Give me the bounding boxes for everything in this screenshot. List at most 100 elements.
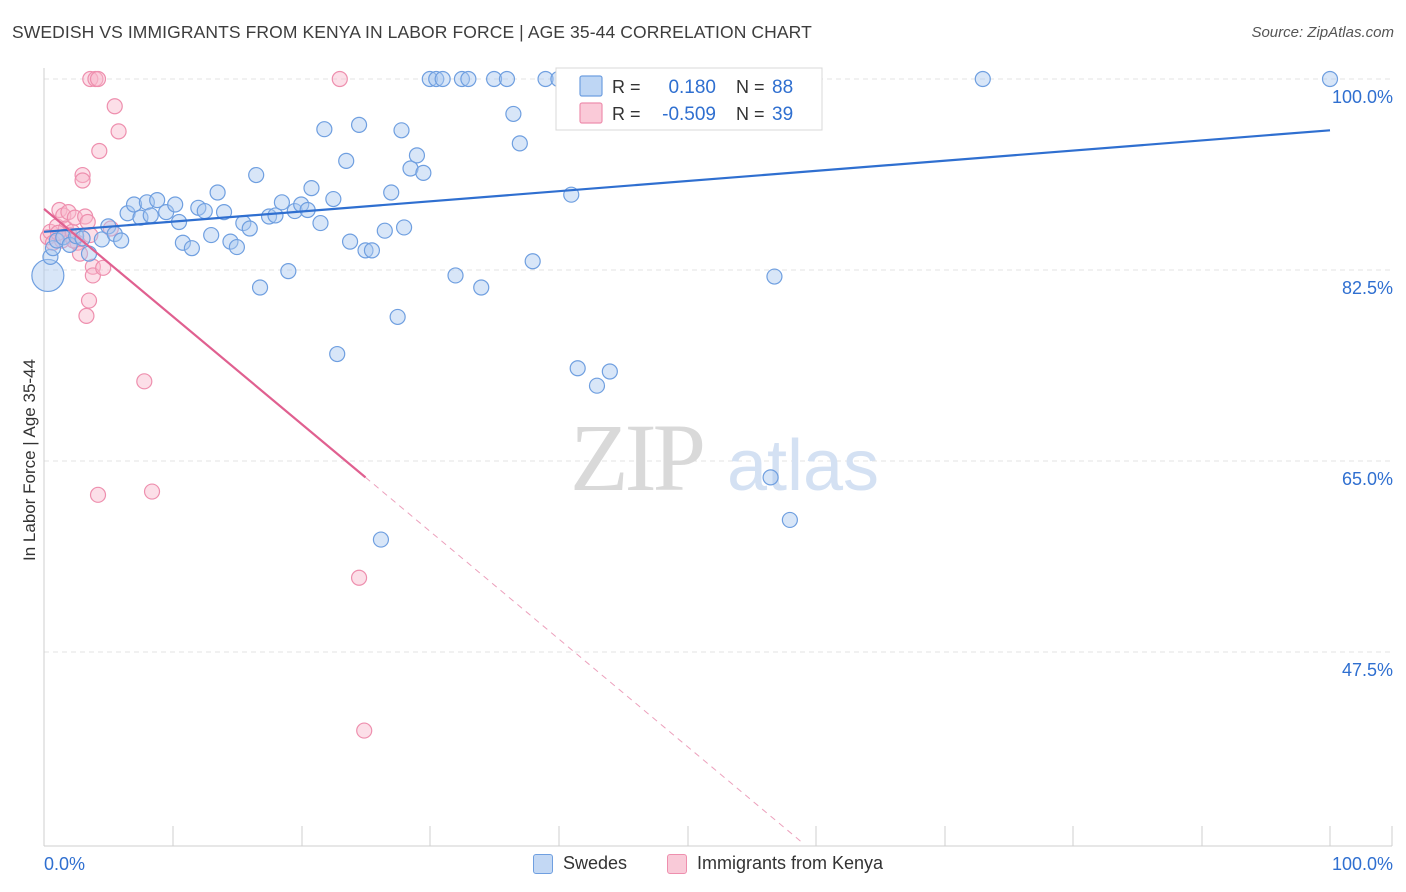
swedes-point xyxy=(138,194,155,211)
swedes-point xyxy=(408,147,426,164)
kenya-points xyxy=(39,70,373,739)
swedes-point xyxy=(357,242,374,259)
kenya-point xyxy=(331,70,348,88)
swedes-point xyxy=(383,184,400,201)
swedes-point xyxy=(524,253,541,270)
legend-n-label-swedes: N = xyxy=(736,77,765,97)
swedes-point xyxy=(393,122,410,139)
kenya-point xyxy=(79,213,96,231)
swedes-point xyxy=(350,116,368,133)
kenya-trend-extension xyxy=(365,476,804,844)
swedes-point xyxy=(174,234,191,251)
kenya-point xyxy=(350,569,368,586)
kenya-point xyxy=(74,172,91,189)
trend-lines xyxy=(43,129,1331,844)
legend-item-swedes[interactable]: Swedes xyxy=(533,853,627,874)
source-label: Source: ZipAtlas.com xyxy=(1251,24,1394,41)
swedes-point xyxy=(395,219,413,236)
x-tick-label-min: 0.0% xyxy=(44,854,85,874)
swedes-point xyxy=(601,363,618,380)
swedes-point xyxy=(447,267,464,284)
swedes-point xyxy=(498,70,516,88)
gridlines xyxy=(44,78,1392,653)
swedes-point xyxy=(183,240,200,257)
swedes-point xyxy=(280,262,297,280)
swedes-point xyxy=(329,345,346,363)
legend-box: R = 0.180 N = 88 R = -0.509 N = 39 xyxy=(555,67,823,131)
legend-item-kenya[interactable]: Immigrants from Kenya xyxy=(667,853,883,874)
swedes-point xyxy=(113,232,130,249)
swedes-point xyxy=(1321,70,1339,88)
swedes-point xyxy=(511,135,528,152)
kenya-point xyxy=(106,98,123,115)
swedes-trend-line xyxy=(43,129,1331,233)
swedes-point xyxy=(505,105,522,123)
swedes-point xyxy=(338,152,355,169)
kenya-point xyxy=(78,307,95,324)
swedes-point xyxy=(125,196,143,213)
swedes-point xyxy=(222,233,239,250)
swedes-point xyxy=(766,268,783,285)
swedes-point xyxy=(376,222,393,239)
legend-label-kenya: Immigrants from Kenya xyxy=(697,853,884,873)
swedes-point xyxy=(325,190,342,208)
swedes-point xyxy=(312,214,329,232)
swedes-point xyxy=(316,121,333,138)
swedes-point xyxy=(389,308,406,326)
swedes-point xyxy=(167,196,184,213)
swedes-point xyxy=(363,242,381,259)
kenya-point xyxy=(95,259,112,276)
swedes-point xyxy=(149,192,166,209)
swedes-point xyxy=(415,164,432,181)
swedes-point xyxy=(142,207,159,224)
kenya-point xyxy=(110,123,127,140)
swedes-point xyxy=(434,70,451,88)
swedes-point xyxy=(303,180,320,197)
swedes-point xyxy=(80,245,98,262)
swedes-point xyxy=(453,70,471,88)
y-tick-label: 65.0% xyxy=(1342,469,1393,489)
legend-label-swedes: Swedes xyxy=(563,853,628,873)
swedes-point xyxy=(209,184,226,201)
kenya-point xyxy=(356,722,373,739)
kenya-point xyxy=(136,373,153,390)
legend-r-label-kenya: R = xyxy=(612,104,641,124)
swedes-point xyxy=(974,70,991,88)
chart-title: SWEDISH VS IMMIGRANTS FROM KENYA IN LABO… xyxy=(12,22,812,42)
legend-n-value-swedes: 88 xyxy=(772,77,793,98)
swedes-point xyxy=(421,70,438,88)
kenya-point xyxy=(91,142,108,160)
y-tick-label: 82.5% xyxy=(1342,278,1393,298)
tick-labels: 100.0% 82.5% 65.0% 47.5% 0.0% 100.0% xyxy=(44,87,1393,874)
kenya-point xyxy=(60,204,77,221)
legend-swatch-swedes xyxy=(579,75,603,97)
swedes-point xyxy=(372,531,390,548)
kenya-point xyxy=(80,292,98,309)
bottom-legend: Swedes Immigrants from Kenya xyxy=(0,851,1406,879)
swedes-bubble xyxy=(31,258,65,293)
swedes-point xyxy=(248,166,265,184)
swedes-point xyxy=(460,70,477,88)
swedes-point xyxy=(251,279,269,296)
swedes-point xyxy=(241,220,258,237)
swedes-point xyxy=(273,194,291,211)
swedes-point xyxy=(61,236,78,253)
kenya-point xyxy=(74,166,91,184)
legend-r-label-swedes: R = xyxy=(612,77,641,97)
swedes-point xyxy=(196,202,213,220)
y-axis-label: In Labor Force | Age 35-44 xyxy=(20,359,39,561)
legend-n-label-kenya: N = xyxy=(736,104,765,124)
legend-r-value-swedes: 0.180 xyxy=(668,77,716,98)
watermark: ZIP atlas xyxy=(570,404,879,511)
watermark-zip: ZIP xyxy=(570,404,703,511)
kenya-point xyxy=(89,486,107,503)
swedes-point xyxy=(486,70,503,88)
kenya-point xyxy=(89,70,107,88)
y-tick-label: 100.0% xyxy=(1332,87,1393,107)
legend-n-value-kenya: 39 xyxy=(772,104,793,125)
swedes-point xyxy=(203,226,220,244)
swedes-point xyxy=(473,279,490,296)
swedes-point xyxy=(228,238,245,256)
swedes-point xyxy=(428,70,445,88)
